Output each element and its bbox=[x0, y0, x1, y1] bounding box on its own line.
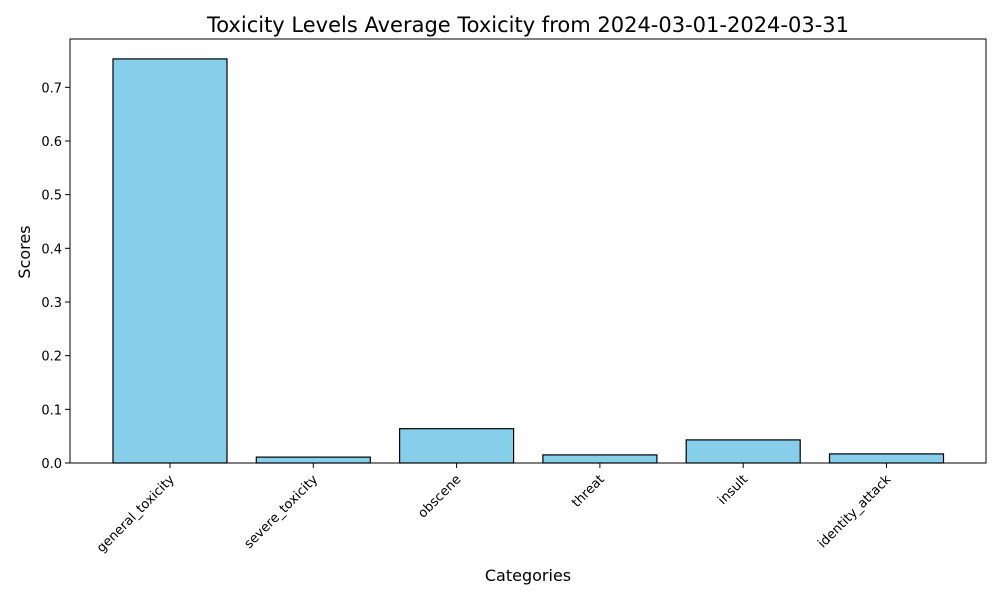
y-tick-label: 0.1 bbox=[41, 403, 62, 418]
y-tick-label: 0.2 bbox=[41, 350, 62, 365]
bar-insult bbox=[685, 439, 801, 464]
bar-identity-attack bbox=[828, 453, 945, 464]
y-tick-label: 0.5 bbox=[41, 189, 62, 204]
bar-severe-toxicity bbox=[255, 456, 371, 464]
y-tick-label: 0.4 bbox=[41, 242, 62, 257]
plot-frame bbox=[69, 38, 987, 464]
bar-general-toxicity bbox=[112, 58, 228, 464]
y-tick-label: 0.0 bbox=[41, 457, 62, 472]
chart-title: Toxicity Levels Average Toxicity from 20… bbox=[206, 13, 849, 37]
y-tick-label: 0.7 bbox=[41, 81, 62, 96]
x-axis-label: Categories bbox=[485, 566, 571, 585]
bar-threat bbox=[542, 454, 658, 464]
y-tick-label: 0.3 bbox=[41, 296, 62, 311]
y-axis-label: Scores bbox=[15, 225, 34, 278]
bar-obscene bbox=[399, 428, 515, 464]
y-tick-label: 0.6 bbox=[41, 135, 62, 150]
